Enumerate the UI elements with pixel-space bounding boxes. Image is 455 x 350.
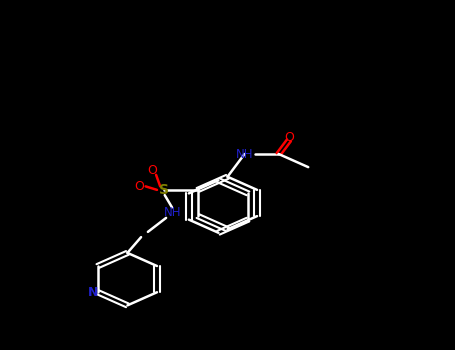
Text: NH: NH [236, 147, 253, 161]
Text: O: O [134, 180, 144, 193]
Text: NH: NH [164, 206, 182, 219]
Text: N: N [88, 286, 98, 299]
Text: S: S [159, 183, 169, 197]
Text: O: O [147, 164, 157, 177]
Text: O: O [284, 131, 294, 144]
